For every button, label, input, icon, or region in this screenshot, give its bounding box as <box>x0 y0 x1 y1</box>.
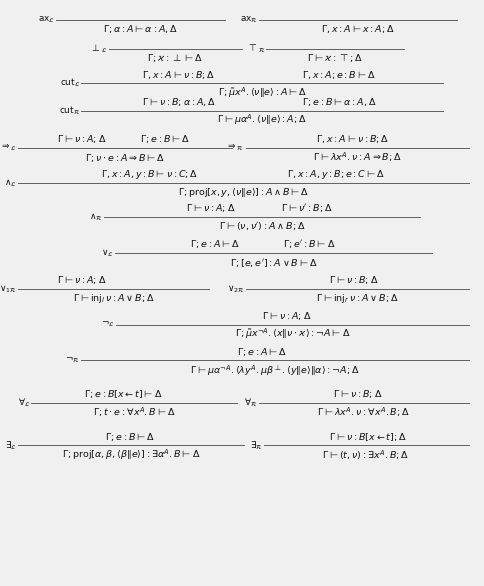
Text: $\Gamma;\tilde{\mu}x^A.\langle\nu\|e\rangle:A\vdash\Delta$: $\Gamma;\tilde{\mu}x^A.\langle\nu\|e\ran… <box>218 86 307 100</box>
Text: $\Gamma\vdash\nu:A;\Delta$: $\Gamma\vdash\nu:A;\Delta$ <box>57 134 106 145</box>
Text: $\Gamma\vdash\lambda x^A.\nu:\forall x^A.B;\Delta$: $\Gamma\vdash\lambda x^A.\nu:\forall x^A… <box>318 405 410 419</box>
Text: $\Gamma\vdash\mu\alpha^A.\langle\nu\|e\rangle:A;\Delta$: $\Gamma\vdash\mu\alpha^A.\langle\nu\|e\r… <box>217 113 307 127</box>
Text: $\Gamma,x:A,y:B\vdash\nu:C;\Delta$: $\Gamma,x:A,y:B\vdash\nu:C;\Delta$ <box>101 168 199 181</box>
Text: $\vee_\mathcal{L}$: $\vee_\mathcal{L}$ <box>101 247 114 259</box>
Text: $\Gamma;\mathrm{proj}[\alpha,\beta,\langle\beta\|e\rangle]:\exists\alpha^A.B\vda: $\Gamma;\mathrm{proj}[\alpha,\beta,\lang… <box>62 448 201 462</box>
Text: $\forall_\mathcal{L}$: $\forall_\mathcal{L}$ <box>18 396 30 409</box>
Text: $\Gamma\vdash\mathrm{inj}_l\,\nu:A\vee B;\Delta$: $\Gamma\vdash\mathrm{inj}_l\,\nu:A\vee B… <box>73 292 154 305</box>
Text: $\vee_{1\mathcal{R}}$: $\vee_{1\mathcal{R}}$ <box>0 283 17 295</box>
Text: $\Gamma;e^\prime:B\vdash\Delta$: $\Gamma;e^\prime:B\vdash\Delta$ <box>283 239 335 250</box>
Text: $\Gamma;e:B\vdash\Delta$: $\Gamma;e:B\vdash\Delta$ <box>105 431 155 442</box>
Text: $\exists_\mathcal{R}$: $\exists_\mathcal{R}$ <box>250 439 262 452</box>
Text: $\vee_{2\mathcal{R}}$: $\vee_{2\mathcal{R}}$ <box>227 283 244 295</box>
Text: $\Gamma,x:A\vdash x:A;\Delta$: $\Gamma,x:A\vdash x:A;\Delta$ <box>321 23 395 35</box>
Text: $\Gamma\vdash\mathrm{inj}_r\,\nu:A\vee B;\Delta$: $\Gamma\vdash\mathrm{inj}_r\,\nu:A\vee B… <box>316 292 398 305</box>
Text: $\Gamma\vdash\nu:A;\Delta$: $\Gamma\vdash\nu:A;\Delta$ <box>186 202 235 214</box>
Text: $\Gamma;e:A\vdash\Delta$: $\Gamma;e:A\vdash\Delta$ <box>237 346 287 357</box>
Text: $\Gamma\vdash(\nu,\nu^\prime):A\wedge B;\Delta$: $\Gamma\vdash(\nu,\nu^\prime):A\wedge B;… <box>218 220 305 232</box>
Text: $\Rightarrow_\mathcal{L}$: $\Rightarrow_\mathcal{L}$ <box>0 142 17 154</box>
Text: $\Gamma;e:B\vdash\alpha:A,\Delta$: $\Gamma;e:B\vdash\alpha:A,\Delta$ <box>302 96 376 108</box>
Text: $\Gamma;e:B[x\leftarrow t]\vdash\Delta$: $\Gamma;e:B[x\leftarrow t]\vdash\Delta$ <box>84 388 163 400</box>
Text: $\Gamma,x:A;e:B\vdash\Delta$: $\Gamma,x:A;e:B\vdash\Delta$ <box>302 69 376 81</box>
Text: $\Gamma\vdash\varkappa:\top;\Delta$: $\Gamma\vdash\varkappa:\top;\Delta$ <box>307 52 363 64</box>
Text: $\Gamma,x:A,y:B;e:C\vdash\Delta$: $\Gamma,x:A,y:B;e:C\vdash\Delta$ <box>287 168 385 181</box>
Text: $\Gamma;[e,e^\prime]:A\vee B\vdash\Delta$: $\Gamma;[e,e^\prime]:A\vee B\vdash\Delta… <box>229 257 318 268</box>
Text: $\mathrm{cut}_\mathcal{R}$: $\mathrm{cut}_\mathcal{R}$ <box>59 104 80 117</box>
Text: $\Gamma\vdash\nu:B[x\leftarrow t];\Delta$: $\Gamma\vdash\nu:B[x\leftarrow t];\Delta… <box>329 431 407 442</box>
Text: $\Gamma;\mathrm{proj}[x,y,\langle\nu\|e\rangle]:A\wedge B\vdash\Delta$: $\Gamma;\mathrm{proj}[x,y,\langle\nu\|e\… <box>178 186 309 199</box>
Text: $\Gamma\vdash\nu^\prime:B;\Delta$: $\Gamma\vdash\nu^\prime:B;\Delta$ <box>281 202 333 214</box>
Text: $\Gamma;\varkappa:\bot\vdash\Delta$: $\Gamma;\varkappa:\bot\vdash\Delta$ <box>147 52 203 64</box>
Text: $\mathrm{cut}_\mathcal{L}$: $\mathrm{cut}_\mathcal{L}$ <box>60 77 80 90</box>
Text: $\Gamma\vdash\mu\alpha^{\neg A}.\langle\lambda y^A.\mu\beta^\bot.\langle y\|e\ra: $\Gamma\vdash\mu\alpha^{\neg A}.\langle\… <box>190 363 360 378</box>
Text: $\Gamma;\nu\cdot e:A\Rightarrow B\vdash\Delta$: $\Gamma;\nu\cdot e:A\Rightarrow B\vdash\… <box>85 152 166 163</box>
Text: $\Gamma\vdash\nu:B;\Delta$: $\Gamma\vdash\nu:B;\Delta$ <box>333 388 383 400</box>
Text: $\top_\mathcal{R}$: $\top_\mathcal{R}$ <box>247 42 265 55</box>
Text: $\Gamma;e:A\vdash\Delta$: $\Gamma;e:A\vdash\Delta$ <box>190 239 241 250</box>
Text: $\Gamma,x:A\vdash\nu:B;\Delta$: $\Gamma,x:A\vdash\nu:B;\Delta$ <box>316 134 389 145</box>
Text: $\neg_\mathcal{L}$: $\neg_\mathcal{L}$ <box>101 320 115 329</box>
Text: $\Gamma;e:B\vdash\Delta$: $\Gamma;e:B\vdash\Delta$ <box>139 134 190 145</box>
Text: $\Rightarrow_\mathcal{R}$: $\Rightarrow_\mathcal{R}$ <box>227 142 244 154</box>
Text: $\Gamma,x:A\vdash\nu:B;\Delta$: $\Gamma,x:A\vdash\nu:B;\Delta$ <box>142 69 216 81</box>
Text: $\forall_\mathcal{R}$: $\forall_\mathcal{R}$ <box>244 396 257 409</box>
Text: $\Gamma;\alpha:A\vdash\alpha:A,\Delta$: $\Gamma;\alpha:A\vdash\alpha:A,\Delta$ <box>103 23 178 35</box>
Text: $\Gamma\vdash\nu:B;\alpha:A,\Delta$: $\Gamma\vdash\nu:B;\alpha:A,\Delta$ <box>142 96 216 108</box>
Text: $\exists_\mathcal{L}$: $\exists_\mathcal{L}$ <box>5 439 17 452</box>
Text: $\Gamma\vdash\nu:A;\Delta$: $\Gamma\vdash\nu:A;\Delta$ <box>262 310 311 322</box>
Text: $\bot_\mathcal{L}$: $\bot_\mathcal{L}$ <box>90 42 107 55</box>
Text: $\Gamma;\tilde{\mu}x^{\neg A}.\langle x\|\nu\cdot\varkappa\rangle:\neg A\vdash\D: $\Gamma;\tilde{\mu}x^{\neg A}.\langle x\… <box>235 327 350 341</box>
Text: $\wedge_\mathcal{R}$: $\wedge_\mathcal{R}$ <box>89 211 103 223</box>
Text: $\Gamma\vdash\lambda x^A.\nu:A\Rightarrow B;\Delta$: $\Gamma\vdash\lambda x^A.\nu:A\Rightarro… <box>313 151 402 165</box>
Text: $\Gamma\vdash(t,\nu):\exists x^A.B;\Delta$: $\Gamma\vdash(t,\nu):\exists x^A.B;\Delt… <box>322 448 409 462</box>
Text: $\Gamma\vdash\nu:B;\Delta$: $\Gamma\vdash\nu:B;\Delta$ <box>329 274 378 286</box>
Text: $\Gamma;t\cdot e:\forall x^A.B\vdash\Delta$: $\Gamma;t\cdot e:\forall x^A.B\vdash\Del… <box>93 405 176 419</box>
Text: $\mathrm{ax}_\mathcal{L}$: $\mathrm{ax}_\mathcal{L}$ <box>38 15 55 25</box>
Text: $\neg_\mathcal{R}$: $\neg_\mathcal{R}$ <box>65 356 80 365</box>
Text: $\Gamma\vdash\nu:A;\Delta$: $\Gamma\vdash\nu:A;\Delta$ <box>57 274 106 286</box>
Text: $\wedge_\mathcal{L}$: $\wedge_\mathcal{L}$ <box>4 178 17 189</box>
Text: $\mathrm{ax}_\mathcal{R}$: $\mathrm{ax}_\mathcal{R}$ <box>240 15 258 25</box>
